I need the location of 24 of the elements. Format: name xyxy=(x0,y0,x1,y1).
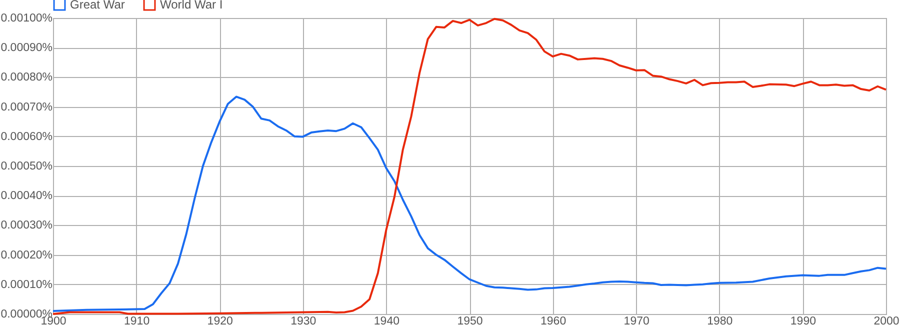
x-tick-label: 1980 xyxy=(707,316,733,328)
line-series xyxy=(52,18,887,315)
y-tick-label: 0.00050% xyxy=(0,160,52,172)
x-tick-label: 1940 xyxy=(374,316,400,328)
x-tick-label: 1990 xyxy=(790,316,816,328)
x-tick-label: 2000 xyxy=(874,316,900,328)
legend-label: World War I xyxy=(160,0,223,12)
y-tick-label: 0.00020% xyxy=(0,249,52,262)
x-tick-label: 1930 xyxy=(290,316,316,328)
x-tick-label: 1960 xyxy=(540,316,566,328)
x-tick-label: 1970 xyxy=(624,316,650,328)
y-tick-label: 0.00030% xyxy=(0,220,52,232)
legend-label: Great War xyxy=(70,0,125,12)
x-tick-label: 1910 xyxy=(124,316,150,328)
y-tick-label: 0.00010% xyxy=(0,278,52,291)
y-tick-label: 0.00080% xyxy=(0,72,52,84)
y-tick-label: 0.00070% xyxy=(0,101,52,114)
x-tick-label: 1920 xyxy=(207,316,233,328)
y-tick-label: 0.00090% xyxy=(0,42,52,54)
y-tick-label: 0.00040% xyxy=(0,190,52,202)
y-tick-label: 0.00100% xyxy=(0,12,52,24)
line-series xyxy=(52,96,887,312)
y-tick-label: 0.00060% xyxy=(0,130,52,143)
x-tick-label: 1950 xyxy=(457,316,483,328)
